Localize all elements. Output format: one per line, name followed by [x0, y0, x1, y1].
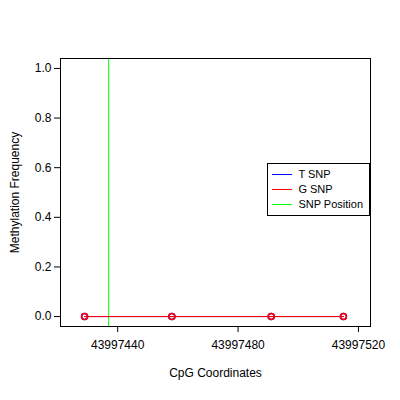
svg-text:Methylation Frequency: Methylation Frequency: [8, 132, 22, 253]
html-text:SNP Position: SNP Position: [298, 198, 363, 210]
svg-text:0.0: 0.0: [35, 309, 52, 323]
svg-text:0.4: 0.4: [35, 210, 52, 224]
svg-text:43997440: 43997440: [91, 338, 145, 352]
svg-text:1.0: 1.0: [35, 61, 52, 75]
html-text:G SNP: G SNP: [298, 183, 333, 195]
svg-text:0.8: 0.8: [35, 111, 52, 125]
html-text:T SNP: T SNP: [298, 168, 331, 180]
svg-text:43997480: 43997480: [211, 338, 265, 352]
svg-text:43997520: 43997520: [332, 338, 386, 352]
svg-text:CpG Coordinates: CpG Coordinates: [169, 366, 262, 380]
svg-text:0.2: 0.2: [35, 260, 52, 274]
svg-text:0.6: 0.6: [35, 161, 52, 175]
